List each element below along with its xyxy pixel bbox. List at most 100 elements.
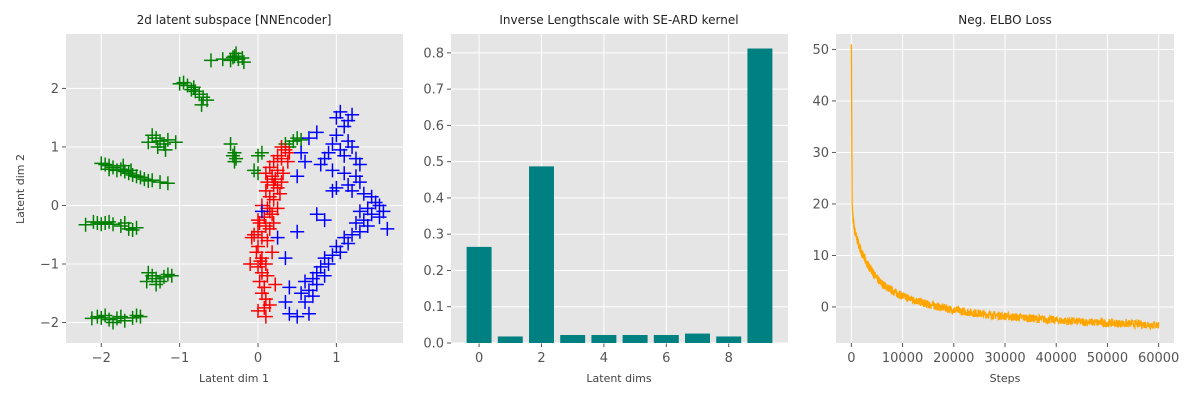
scatter-point — [258, 309, 273, 324]
scatter-point — [270, 201, 285, 216]
bar-y-tick-label: 0.1 — [423, 300, 444, 315]
scatter-point — [352, 204, 367, 219]
scatter-point — [325, 163, 340, 178]
bar-y-tick-label: 0.3 — [423, 228, 444, 243]
scatter-point — [337, 148, 352, 163]
scatter-point — [133, 309, 148, 324]
scatter-point — [341, 236, 356, 251]
scatter-point — [194, 97, 209, 112]
scatter-point — [160, 176, 175, 191]
scatter-y-tick-label: 2 — [51, 82, 59, 97]
scatter-point — [313, 157, 328, 172]
scatter-point — [360, 218, 375, 233]
scatter-point — [321, 256, 336, 271]
bar — [685, 333, 710, 343]
scatter-point — [102, 162, 117, 177]
loss-y-tick-label: 0 — [821, 300, 829, 315]
scatter-point — [117, 216, 132, 231]
bar-y-tick-label: 0.8 — [423, 46, 444, 61]
scatter-point — [356, 186, 371, 201]
bar — [529, 166, 554, 343]
loss-x-tick-label: 10000 — [882, 351, 923, 366]
scatter-point — [333, 104, 348, 119]
loss-y-tick-label: 20 — [812, 197, 829, 212]
scatter-point — [251, 239, 266, 254]
loss-y-tick-label: 30 — [812, 146, 829, 161]
scatter-point — [258, 166, 273, 181]
scatter-point — [298, 274, 313, 289]
scatter-point — [186, 80, 201, 95]
scatter-y-tick-label: 0 — [51, 199, 59, 214]
scatter-point — [160, 132, 175, 147]
scatter-point — [141, 135, 156, 150]
scatter-point — [84, 311, 99, 326]
bar-x-tick-label: 0 — [475, 351, 483, 366]
scatter-point — [225, 148, 240, 163]
scatter-point — [333, 245, 348, 260]
scatter-point — [145, 128, 160, 143]
scatter-ylabel: Latent dim 2 — [14, 154, 27, 224]
scatter-x-tick-label: 0 — [254, 351, 262, 366]
scatter-point — [348, 216, 363, 231]
loss-x-tick-label: 40000 — [1036, 351, 1077, 366]
scatter-panel: −2 −1 0 1 −2 −1 0 1 2 2d latent subspace [NNEnco… — [14, 13, 403, 385]
bar-plot-area — [451, 34, 788, 343]
scatter-point — [236, 55, 251, 70]
scatter-point — [243, 256, 258, 271]
scatter-xlabel: Latent dim 1 — [199, 372, 269, 385]
scatter-point — [282, 306, 297, 321]
scatter-point — [254, 204, 269, 219]
scatter-point — [290, 224, 305, 239]
bar-y-tick-label: 0.7 — [423, 83, 444, 98]
scatter-point — [260, 175, 275, 190]
bar — [622, 335, 648, 343]
scatter-point — [268, 172, 283, 187]
bar-x-tick-label: 8 — [725, 351, 733, 366]
loss-x-tick-label: 0 — [847, 351, 855, 366]
loss-y-tick-label: 10 — [812, 249, 829, 264]
bar-y-tick-label: 0.0 — [423, 337, 444, 352]
scatter-point — [309, 277, 324, 292]
scatter-x-tick-label: −2 — [92, 351, 111, 366]
loss-x-tick-label: 50000 — [1087, 351, 1128, 366]
bar — [591, 335, 617, 343]
scatter-point — [129, 220, 144, 235]
scatter-point — [309, 125, 324, 140]
scatter-point — [278, 295, 293, 310]
loss-x-tick-label: 30000 — [984, 351, 1025, 366]
scatter-point — [251, 303, 266, 318]
bar-x-tick-label: 6 — [662, 351, 670, 366]
scatter-point — [164, 268, 179, 283]
scatter-point — [337, 166, 352, 181]
scatter-y-tick-label: −2 — [40, 316, 59, 331]
scatter-point — [252, 216, 267, 231]
scatter-point — [294, 145, 309, 160]
bar-title: Inverse Lengthscale with SE-ARD kernel — [499, 13, 738, 27]
loss-x-tick-label: 60000 — [1138, 351, 1179, 366]
scatter-point — [145, 173, 160, 188]
bar-y-tick-label: 0.2 — [423, 264, 444, 279]
scatter-point — [153, 175, 168, 190]
scatter-point — [227, 154, 242, 169]
scatter-point — [290, 169, 305, 184]
bar — [560, 335, 586, 343]
scatter-point — [352, 224, 367, 239]
scatter-point — [229, 151, 244, 166]
loss-y-tick-label: 40 — [812, 94, 829, 109]
scatter-point — [317, 213, 332, 228]
scatter-point — [203, 53, 218, 68]
scatter-point — [266, 192, 281, 207]
scatter-point — [274, 175, 289, 190]
loss-line — [850, 44, 1160, 331]
scatter-point — [345, 139, 360, 154]
scatter-point — [276, 166, 291, 181]
scatter-point — [345, 183, 360, 198]
scatter-point — [260, 233, 275, 248]
scatter-point — [341, 113, 356, 128]
loss-xlabel: Steps — [990, 372, 1021, 385]
scatter-point — [282, 145, 297, 160]
scatter-point — [265, 207, 280, 222]
scatter-title: 2d latent subspace [NNEncoder] — [137, 13, 332, 27]
scatter-point — [251, 213, 266, 228]
